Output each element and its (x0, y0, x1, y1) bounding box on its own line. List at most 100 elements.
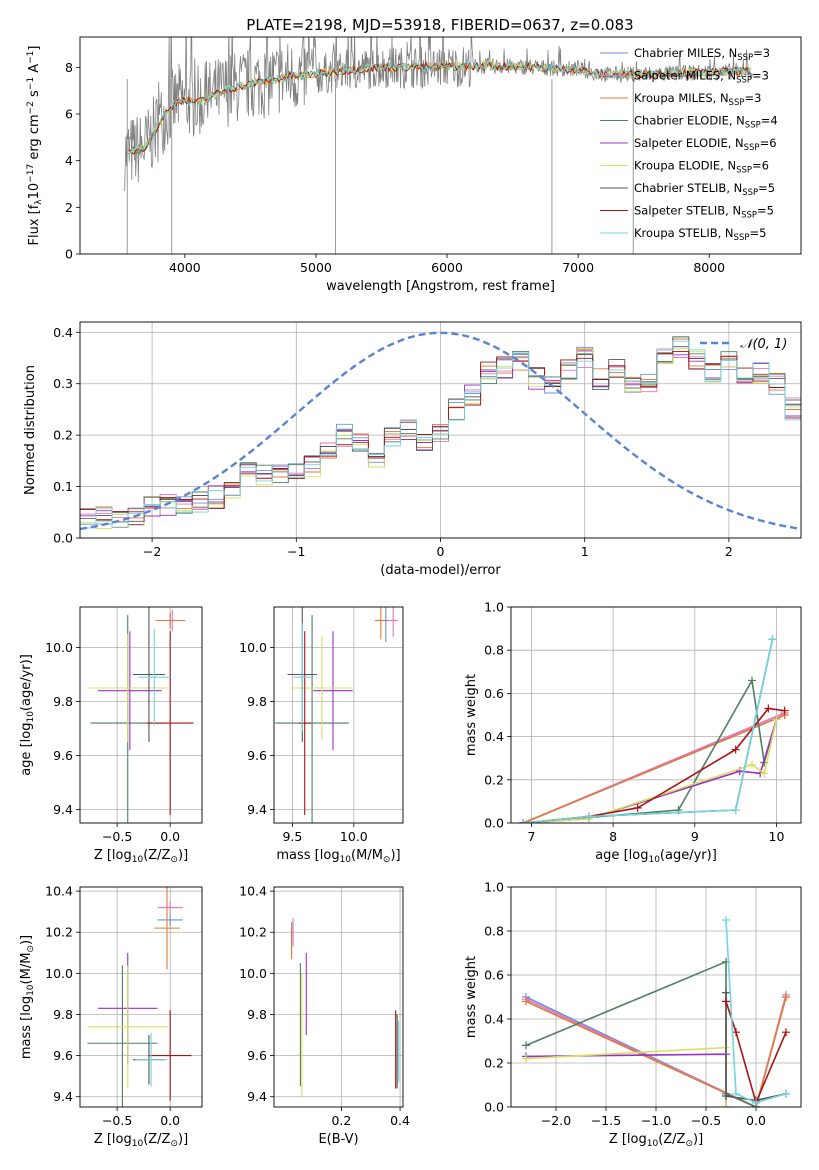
weight-marker (780, 706, 789, 715)
y-tick-label: 9.6 (53, 1048, 73, 1063)
histogram-series (80, 348, 801, 518)
normal-curve (80, 331, 801, 531)
x-axis-label: Z [log10(Z/Z⊙)] (94, 848, 188, 865)
y-tick-label: 4 (65, 153, 73, 168)
y-tick-label: 9.8 (53, 1007, 73, 1022)
x-tick-label: −0.5 (102, 829, 132, 844)
axes-frame (273, 606, 404, 824)
x-tick-label: 9 (691, 829, 699, 844)
panel-weight_vs_age: 7 8 9 10 0.0 0.2 0.4 0.6 0.8 1.0 age [log10(age/yr… (464, 600, 802, 865)
weight-marker (522, 1054, 530, 1063)
y-tick-label: 9.8 (53, 694, 73, 709)
weight-series (725, 919, 787, 1104)
errorbar-plot (87, 607, 194, 823)
legend-entry: Chabrier STELIB, NSSP=5 (634, 181, 775, 198)
legend-entry: Kroupa ELODIE, NSSP=6 (634, 159, 769, 176)
y-tick-label: 0.1 (53, 479, 73, 494)
weight-marker (633, 803, 642, 812)
histogram-series (80, 346, 801, 523)
axes-frame (273, 886, 404, 1108)
x-tick-label: 6000 (431, 260, 463, 275)
x-tick-label: 4000 (169, 260, 201, 275)
y-tick-label: 0.4 (484, 1012, 504, 1027)
y-axis-label: Normed distribution (23, 365, 38, 495)
y-tick-label: 10.0 (45, 640, 73, 655)
x-tick-label: −0.5 (691, 1113, 721, 1128)
panel-age_vs_Z: −0.5 0.0 9.4 9.6 9.8 10.0 Z [log10(Z/Z⊙)] age [… (19, 606, 203, 865)
y-tick-label: 0.8 (484, 643, 504, 658)
x-axis-label: wavelength [Angstrom, rest frame] (326, 279, 555, 294)
weight-marker (732, 1028, 740, 1037)
y-tick-label: 0.6 (484, 686, 504, 701)
histogram-series (80, 336, 801, 528)
x-tick-label: 2 (725, 544, 733, 559)
weight-series (525, 960, 757, 1107)
panel-age_vs_mass: 9.5 10.0 9.4 9.6 9.8 10.0 mass [log10(M/M⊙)] (239, 606, 404, 865)
y-tick-label: 2 (65, 200, 73, 215)
errorbar-plot (87, 887, 192, 1107)
y-tick-label: 10.0 (45, 966, 73, 981)
x-tick-label: −0.5 (102, 1113, 132, 1128)
legend-entry: Kroupa STELIB, NSSP=5 (634, 226, 766, 243)
weight-plot (522, 916, 790, 1107)
y-tick-label: 0.8 (484, 924, 504, 939)
y-tick-label: 0.0 (53, 531, 73, 546)
weight-marker (522, 1041, 530, 1050)
x-tick-label: −1.0 (641, 1113, 671, 1128)
y-tick-label: 9.6 (247, 1048, 267, 1063)
histogram-series (80, 338, 801, 529)
y-tick-label: 0.2 (484, 772, 504, 787)
spectrum-legend: Chabrier MILES, NSSP=3 Salpeter MILES, NS… (600, 46, 778, 243)
figure-title: PLATE=2198, MJD=53918, FIBERID=0637, z=0… (246, 16, 633, 34)
y-tick-label: 0 (65, 247, 73, 262)
weight-marker (722, 916, 730, 924)
y-tick-label: 0.4 (484, 729, 504, 744)
weight-marker (747, 676, 756, 685)
x-tick-label: −2.0 (541, 1113, 571, 1128)
x-tick-label: 0.2 (331, 1113, 351, 1128)
y-tick-label: 9.4 (53, 802, 73, 817)
x-tick-label: 10 (769, 829, 785, 844)
x-axis-label: mass [log10(M/M⊙)] (276, 848, 400, 865)
histogram-series (80, 351, 801, 521)
y-tick-label: 10.4 (239, 884, 267, 899)
x-tick-label: 9.5 (282, 829, 302, 844)
y-axis-label: mass weight (464, 956, 479, 1038)
legend-entry: Kroupa MILES, NSSP=3 (634, 91, 761, 108)
weight-marker (782, 1089, 790, 1098)
model-spectrum (128, 61, 751, 155)
model-spectrum (128, 60, 752, 155)
y-axis-label: Flux [fλ10−17 erg cm−2 s−1 A−1] (26, 46, 44, 246)
x-tick-label: −1.5 (591, 1113, 621, 1128)
spectrum-plot (124, 37, 753, 254)
weight-marker (584, 812, 593, 821)
y-axis-label: age [log10(age/yr)] (19, 654, 36, 776)
legend-entry: Chabrier MILES, NSSP=3 (634, 46, 770, 63)
x-tick-label: 8 (609, 829, 617, 844)
y-tick-label: 9.4 (247, 802, 267, 817)
legend-entry: Salpeter MILES, NSSP=3 (634, 69, 769, 86)
x-tick-label: 0.0 (160, 1113, 180, 1128)
y-tick-label: 0.2 (53, 428, 73, 443)
y-tick-label: 6 (65, 107, 73, 122)
histogram-series (80, 336, 801, 522)
y-tick-label: 9.6 (247, 748, 267, 763)
histogram-series (80, 348, 801, 530)
panel-mass_vs_Z: −0.5 0.0 9.4 9.6 9.8 10.0 10.2 10.4 Z [log10(Z/Z… (19, 884, 203, 1149)
weight-marker (747, 760, 756, 769)
y-tick-label: 9.8 (247, 694, 267, 709)
x-axis-label: (data-model)/error (380, 563, 501, 578)
y-tick-label: 9.4 (53, 1089, 73, 1104)
x-tick-label: −1 (287, 544, 305, 559)
weight-marker (722, 1103, 730, 1107)
x-tick-label: 8000 (693, 260, 725, 275)
x-tick-label: 1 (581, 544, 589, 559)
errorbar-plot (291, 917, 400, 1097)
weight-marker (732, 1089, 740, 1098)
x-axis-label: Z [log10(Z/Z⊙)] (609, 1132, 703, 1149)
legend-entry: Chabrier ELODIE, NSSP=4 (634, 114, 778, 131)
weight-marker (731, 806, 740, 815)
histogram-series (80, 350, 801, 525)
histogram-plot (80, 331, 801, 531)
axes-frame (79, 886, 203, 1108)
